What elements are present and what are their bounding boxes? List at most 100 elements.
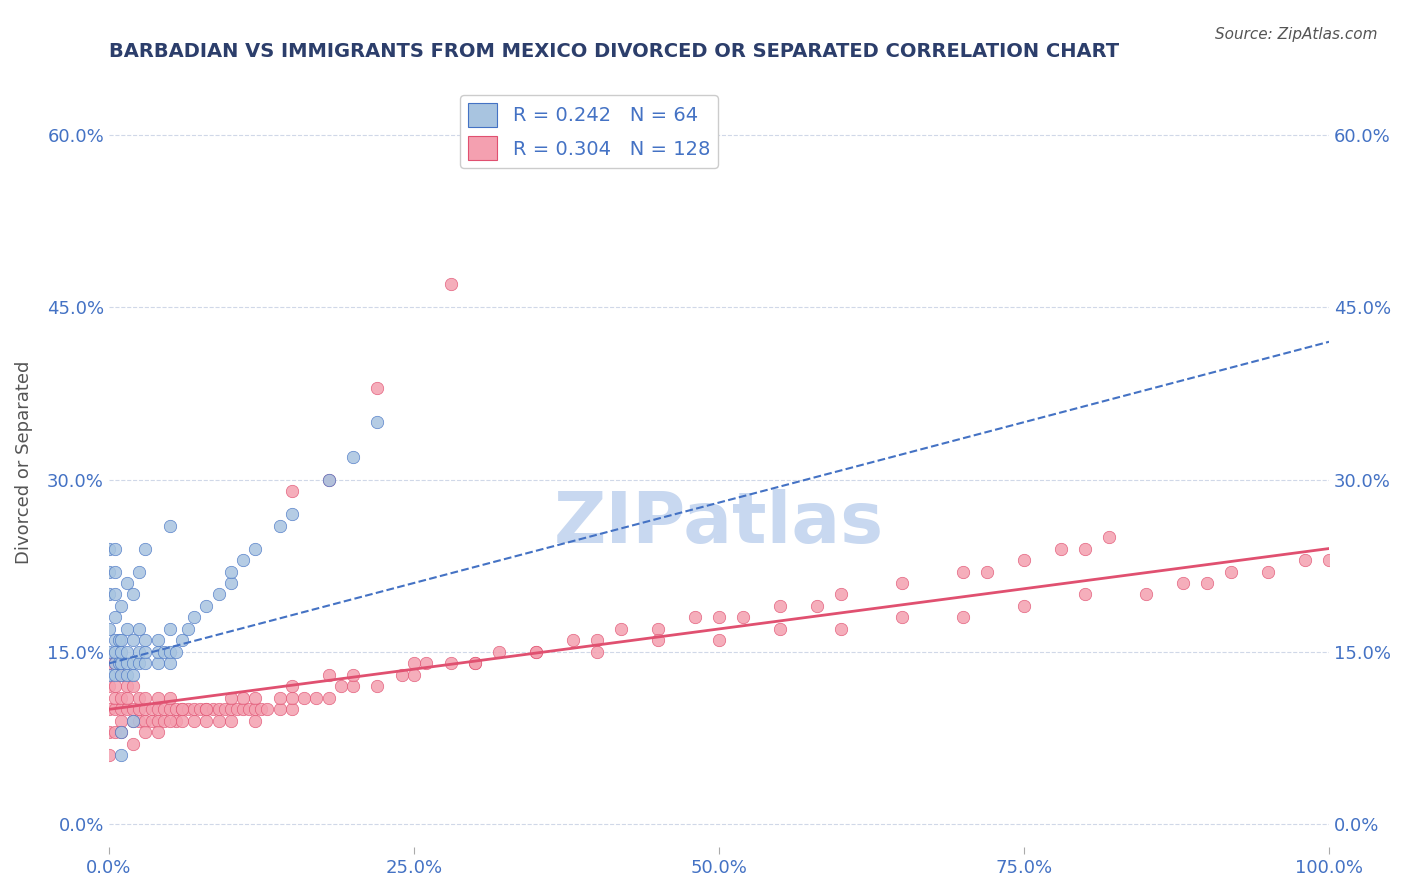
Point bbox=[159, 518, 181, 533]
Point bbox=[195, 714, 218, 728]
Text: BARBADIAN VS IMMIGRANTS FROM MEXICO DIVORCED OR SEPARATED CORRELATION CHART: BARBADIAN VS IMMIGRANTS FROM MEXICO DIVO… bbox=[108, 42, 1119, 61]
Point bbox=[250, 702, 273, 716]
Point bbox=[769, 599, 792, 613]
Point bbox=[107, 633, 129, 648]
Point bbox=[366, 415, 388, 429]
Point bbox=[183, 610, 205, 624]
Point bbox=[134, 714, 156, 728]
Point bbox=[292, 690, 315, 705]
Point bbox=[128, 702, 150, 716]
Point bbox=[707, 633, 730, 648]
Point bbox=[97, 702, 120, 716]
Point bbox=[134, 541, 156, 556]
Point bbox=[177, 702, 200, 716]
Point bbox=[208, 702, 231, 716]
Point bbox=[159, 657, 181, 671]
Legend: R = 0.242   N = 64, R = 0.304   N = 128: R = 0.242 N = 64, R = 0.304 N = 128 bbox=[460, 95, 718, 168]
Point bbox=[115, 622, 138, 636]
Point bbox=[195, 599, 218, 613]
Point bbox=[104, 541, 127, 556]
Point bbox=[115, 702, 138, 716]
Point bbox=[586, 633, 609, 648]
Point bbox=[141, 714, 163, 728]
Point bbox=[134, 633, 156, 648]
Point bbox=[97, 645, 120, 659]
Point bbox=[146, 702, 169, 716]
Point bbox=[97, 587, 120, 601]
Point bbox=[439, 277, 461, 292]
Point bbox=[1049, 541, 1071, 556]
Point bbox=[115, 679, 138, 693]
Point bbox=[159, 645, 181, 659]
Point bbox=[318, 473, 340, 487]
Point bbox=[976, 565, 998, 579]
Point bbox=[146, 657, 169, 671]
Point bbox=[110, 725, 132, 739]
Point bbox=[104, 679, 127, 693]
Point bbox=[122, 737, 145, 751]
Point bbox=[110, 668, 132, 682]
Point bbox=[110, 702, 132, 716]
Point bbox=[146, 714, 169, 728]
Point bbox=[1135, 587, 1157, 601]
Point bbox=[305, 690, 328, 705]
Point bbox=[402, 657, 425, 671]
Point bbox=[97, 622, 120, 636]
Point bbox=[281, 679, 304, 693]
Point bbox=[177, 622, 200, 636]
Text: ZIPatlas: ZIPatlas bbox=[554, 490, 884, 558]
Point bbox=[110, 668, 132, 682]
Point bbox=[342, 450, 364, 464]
Point bbox=[134, 645, 156, 659]
Point bbox=[115, 645, 138, 659]
Point bbox=[318, 668, 340, 682]
Point bbox=[232, 702, 254, 716]
Y-axis label: Divorced or Separated: Divorced or Separated bbox=[15, 360, 32, 564]
Point bbox=[146, 690, 169, 705]
Point bbox=[115, 690, 138, 705]
Point bbox=[561, 633, 583, 648]
Point bbox=[245, 541, 267, 556]
Point bbox=[146, 645, 169, 659]
Point bbox=[610, 622, 633, 636]
Point bbox=[342, 679, 364, 693]
Point bbox=[146, 725, 169, 739]
Point bbox=[281, 484, 304, 499]
Point bbox=[104, 668, 127, 682]
Point bbox=[110, 725, 132, 739]
Point bbox=[128, 565, 150, 579]
Point bbox=[1257, 565, 1279, 579]
Point bbox=[232, 553, 254, 567]
Point bbox=[269, 690, 291, 705]
Point bbox=[183, 702, 205, 716]
Point bbox=[110, 690, 132, 705]
Point bbox=[586, 645, 609, 659]
Point bbox=[104, 657, 127, 671]
Point bbox=[245, 714, 267, 728]
Point bbox=[830, 587, 852, 601]
Point bbox=[128, 622, 150, 636]
Point bbox=[104, 657, 127, 671]
Point bbox=[110, 748, 132, 763]
Point bbox=[1074, 587, 1097, 601]
Point bbox=[402, 668, 425, 682]
Point bbox=[122, 587, 145, 601]
Point bbox=[159, 702, 181, 716]
Point bbox=[707, 610, 730, 624]
Point bbox=[219, 565, 242, 579]
Point bbox=[769, 622, 792, 636]
Point bbox=[415, 657, 437, 671]
Point bbox=[165, 645, 187, 659]
Point bbox=[195, 702, 218, 716]
Point bbox=[226, 702, 249, 716]
Point bbox=[318, 690, 340, 705]
Point bbox=[159, 714, 181, 728]
Point bbox=[1171, 576, 1194, 591]
Point bbox=[115, 668, 138, 682]
Point bbox=[647, 622, 669, 636]
Point bbox=[97, 657, 120, 671]
Point bbox=[122, 633, 145, 648]
Point bbox=[104, 645, 127, 659]
Point bbox=[172, 702, 194, 716]
Point bbox=[269, 702, 291, 716]
